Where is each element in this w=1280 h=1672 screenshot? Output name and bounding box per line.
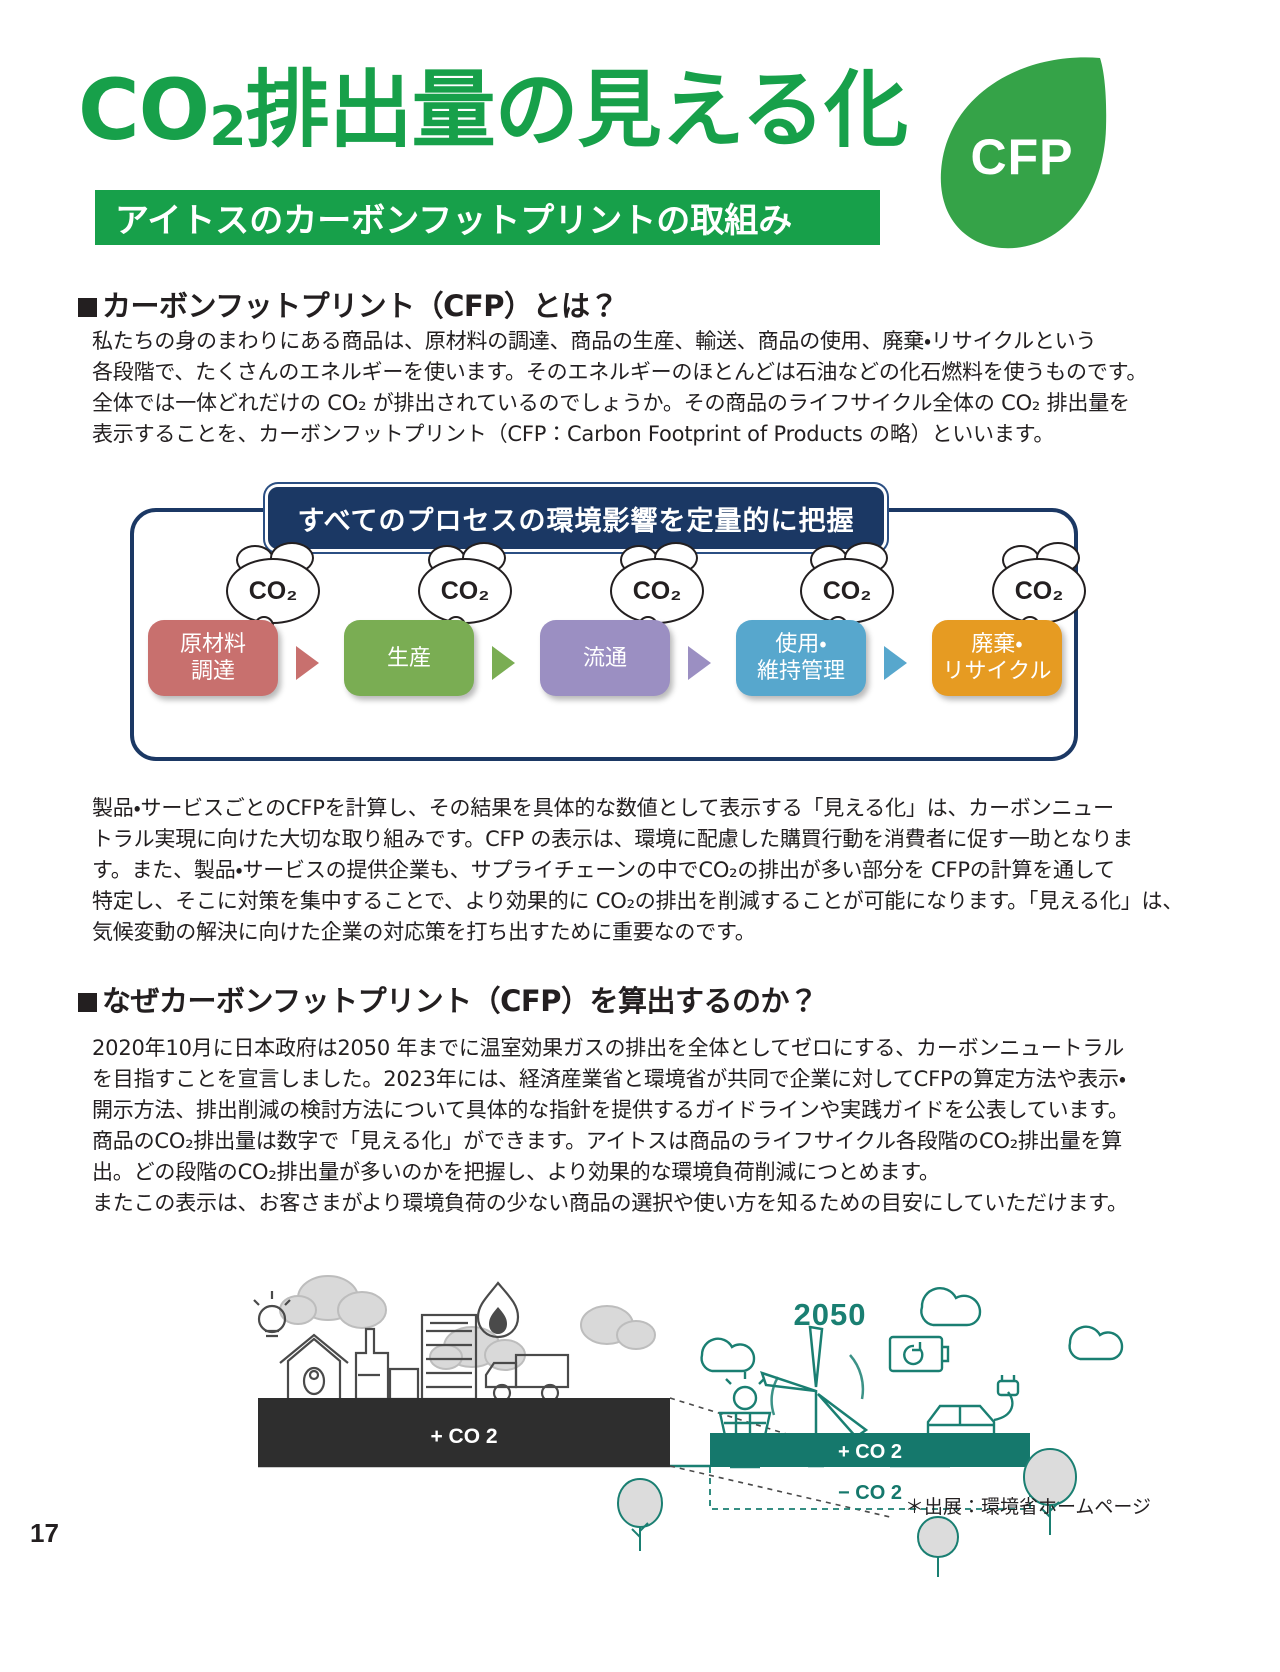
offset-dashed-box	[709, 1467, 1031, 1510]
paragraph-line: を目指すことを宣言しました。2023年には、経済産業省と環境省が共同で企業に対し…	[92, 1067, 1126, 1091]
house-icon	[279, 1333, 349, 1399]
page-title-co: CO	[78, 61, 210, 159]
process-arrow-2	[492, 646, 515, 680]
process-stage-label: リサイクル	[942, 659, 1052, 684]
paragraph-line: 出。どの段階のCO₂排出量が多いのかを把握し、より効果的な環境負荷削減につとめま…	[92, 1160, 940, 1184]
paragraph-line: 気候変動の解決に向けた企業の対応策を打ち出すために重要なのです。	[92, 920, 756, 944]
process-stage-label: 原材料	[179, 632, 246, 657]
clean-cloud-icon	[700, 1337, 756, 1373]
page-number: 17	[30, 1518, 59, 1548]
process-stage-4: 使用・ 維持管理	[736, 620, 866, 696]
neutral-plus-label: + CO 2	[838, 1441, 902, 1463]
co2-neutral-illustration: + CO 2 2050	[253, 1275, 1124, 1577]
paragraph-line: 製品・サービスごとのCFPを計算し、その結果を具体的な数値として表示する「見える…	[92, 796, 1114, 820]
year-label: 2050	[794, 1297, 867, 1332]
source-credit: ＊出展：環境省ホームページ	[905, 1496, 1152, 1518]
paragraph-line: す。また、製品・サービスの提供企業も、サプライチェーンの中でCO₂の排出が多い部…	[92, 858, 1115, 882]
section-heading-cfp-why: なぜカーボンフットプリント（CFP）を算出するのか？	[78, 978, 818, 1020]
co2-bubble-5: CO₂	[992, 558, 1086, 636]
process-arrow-1	[296, 646, 319, 680]
leaf-logo-icon	[940, 57, 1107, 249]
smoke-cloud-icon	[580, 1305, 656, 1350]
tree-icon	[916, 1515, 960, 1577]
process-stage-3: 流通	[540, 620, 670, 696]
process-stage-label: 維持管理	[756, 659, 845, 684]
process-stage-label: 廃棄・	[971, 632, 1023, 657]
truck-icon	[484, 1353, 570, 1403]
flame-icon	[476, 1281, 520, 1339]
process-stage-label: 使用・	[775, 632, 827, 657]
process-stage-label: 生産	[386, 645, 431, 671]
process-stage-1: 原材料 調達	[148, 620, 278, 696]
smoke-cloud-icon	[279, 1275, 387, 1329]
neutral-emission-block	[710, 1433, 1030, 1467]
process-stage-2: 生産	[344, 620, 474, 696]
high-emission-label: + CO 2	[430, 1425, 497, 1448]
paragraph-line: 特定し、そこに対策を集中することで、より効果的に CO₂の排出を削減することが可…	[92, 889, 1184, 913]
neutral-minus-label: − CO 2	[838, 1482, 902, 1504]
paragraph-line: 私たちの身のまわりにある商品は、原材料の調達、商品の生産、輸送、商品の使用、廃棄…	[92, 329, 1097, 353]
clean-cloud-icon	[920, 1287, 982, 1327]
clean-cloud-icon	[1068, 1325, 1124, 1361]
process-arrow-4	[884, 646, 907, 680]
paragraph-line: 表示することを、カーボンフットプリント（CFP：Carbon Footprint…	[92, 422, 1055, 446]
leaf-logo-label: CFP	[970, 129, 1074, 185]
section2-paragraph: 製品・サービスごとのCFPを計算し、その結果を具体的な数値として表示する「見える…	[92, 793, 1183, 948]
co2-bubble-1: CO₂	[226, 558, 320, 636]
battery-recharge-icon	[888, 1335, 950, 1373]
page-title: CO2排出量の見える化	[78, 61, 908, 169]
factory-icon	[354, 1327, 420, 1401]
co2-bubble-2: CO₂	[418, 558, 512, 636]
header-banner-label: アイトスのカーボンフットプリントの取組み	[115, 201, 793, 241]
bullet-square-icon	[78, 993, 97, 1012]
paragraph-line: 全体では一体どれだけの CO₂ が排出されているのでしょうか。その商品のライフサ…	[92, 391, 1130, 415]
process-arrow-3	[688, 646, 711, 680]
process-diagram-title: すべてのプロセスの環境影響を定量的に把握	[268, 487, 884, 549]
page-title-subscript: 2	[209, 95, 247, 158]
page-header: CFP CO2排出量の見える化 アイトスのカーボンフットプリントの取組み	[0, 0, 1280, 270]
process-stage-5: 廃棄・ リサイクル	[932, 620, 1062, 696]
process-diagram-title-label: すべてのプロセスの環境影響を定量的に把握	[297, 505, 855, 537]
header-banner: アイトスのカーボンフットプリントの取組み	[95, 190, 880, 245]
section-heading-cfp-what: カーボンフットプリント（CFP）とは？	[78, 283, 618, 325]
section-heading-cfp-why-label: なぜカーボンフットプリント（CFP）を算出するのか？	[102, 984, 818, 1018]
perspective-line-bottom	[669, 1465, 891, 1518]
process-stage-group: 原材料 調達 生産 流通 使用・ 維持管理 廃棄・ リサイクル	[148, 620, 1068, 702]
section-heading-cfp-what-label: カーボンフットプリント（CFP）とは？	[102, 289, 618, 323]
process-stage-label: 流通	[582, 645, 627, 671]
paragraph-line: 各段階で、たくさんのエネルギーを使います。そのエネルギーのほとんどは石油などの化…	[92, 360, 1148, 384]
paragraph-line: 2020年10月に日本政府は2050 年までに温室効果ガスの排出を全体としてゼロ…	[92, 1036, 1125, 1060]
lightbulb-icon	[253, 1291, 291, 1338]
page-title-rest: 排出量の見える化	[245, 61, 908, 159]
paragraph-line: 商品のCO₂排出量は数字で「見える化」ができます。アイトスは商品のライフサイクル…	[92, 1129, 1122, 1153]
bullet-square-icon	[78, 298, 97, 317]
tree-icon	[1022, 1447, 1078, 1535]
paragraph-line: トラル実現に向けた大切な取り組みです。CFP の表示は、環境に配慮した購買行動を…	[92, 827, 1133, 851]
tree-icon	[616, 1477, 664, 1551]
co2-bubble-3: CO₂	[610, 558, 704, 636]
section1-paragraph: 私たちの身のまわりにある商品は、原材料の調達、商品の生産、輸送、商品の使用、廃棄…	[92, 326, 1147, 450]
paragraph-line: 開示方法、排出削減の検討方法について具体的な指針を提供するガイドラインや実践ガイ…	[92, 1098, 1129, 1122]
high-emission-block	[258, 1398, 670, 1466]
process-stage-label: 調達	[190, 659, 235, 684]
co2-bubble-4: CO₂	[800, 558, 894, 636]
section3-paragraph: 2020年10月に日本政府は2050 年までに温室効果ガスの排出を全体としてゼロ…	[92, 1033, 1129, 1219]
paragraph-line: またこの表示は、お客さまがより環境負荷の少ない商品の選択や使い方を知るための目安…	[92, 1191, 1128, 1215]
